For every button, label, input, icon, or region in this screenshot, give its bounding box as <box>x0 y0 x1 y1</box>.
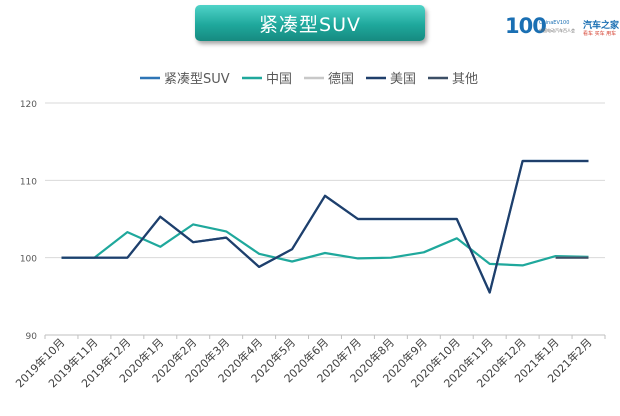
series-line <box>61 223 589 267</box>
logo-brand-sub: 看车 买车 用车 <box>583 31 617 37</box>
y-tick-label: 120 <box>20 100 37 110</box>
series-line <box>61 159 589 294</box>
chart-title-banner: 紧凑型SUV <box>195 5 425 41</box>
chart-title: 紧凑型SUV <box>259 13 361 36</box>
y-tick-label: 90 <box>26 332 38 342</box>
logo: 100 ChinaEV100 中国电动汽车百人会 汽车之家 看车 买车 用车 <box>505 14 620 44</box>
legend-label: 德国 <box>328 72 354 87</box>
logo-mark: 100 <box>505 14 547 38</box>
logo-line2: 中国电动汽车百人会 <box>539 28 575 33</box>
legend-label: 其他 <box>452 72 478 87</box>
legend-label: 紧凑型SUV <box>164 72 230 87</box>
y-tick-label: 110 <box>20 177 37 187</box>
logo-line1: ChinaEV100 <box>539 20 570 26</box>
legend-label: 美国 <box>390 72 416 87</box>
legend-label: 中国 <box>266 72 292 87</box>
y-tick-label: 100 <box>20 255 37 265</box>
logo-brand: 汽车之家 <box>583 21 620 31</box>
